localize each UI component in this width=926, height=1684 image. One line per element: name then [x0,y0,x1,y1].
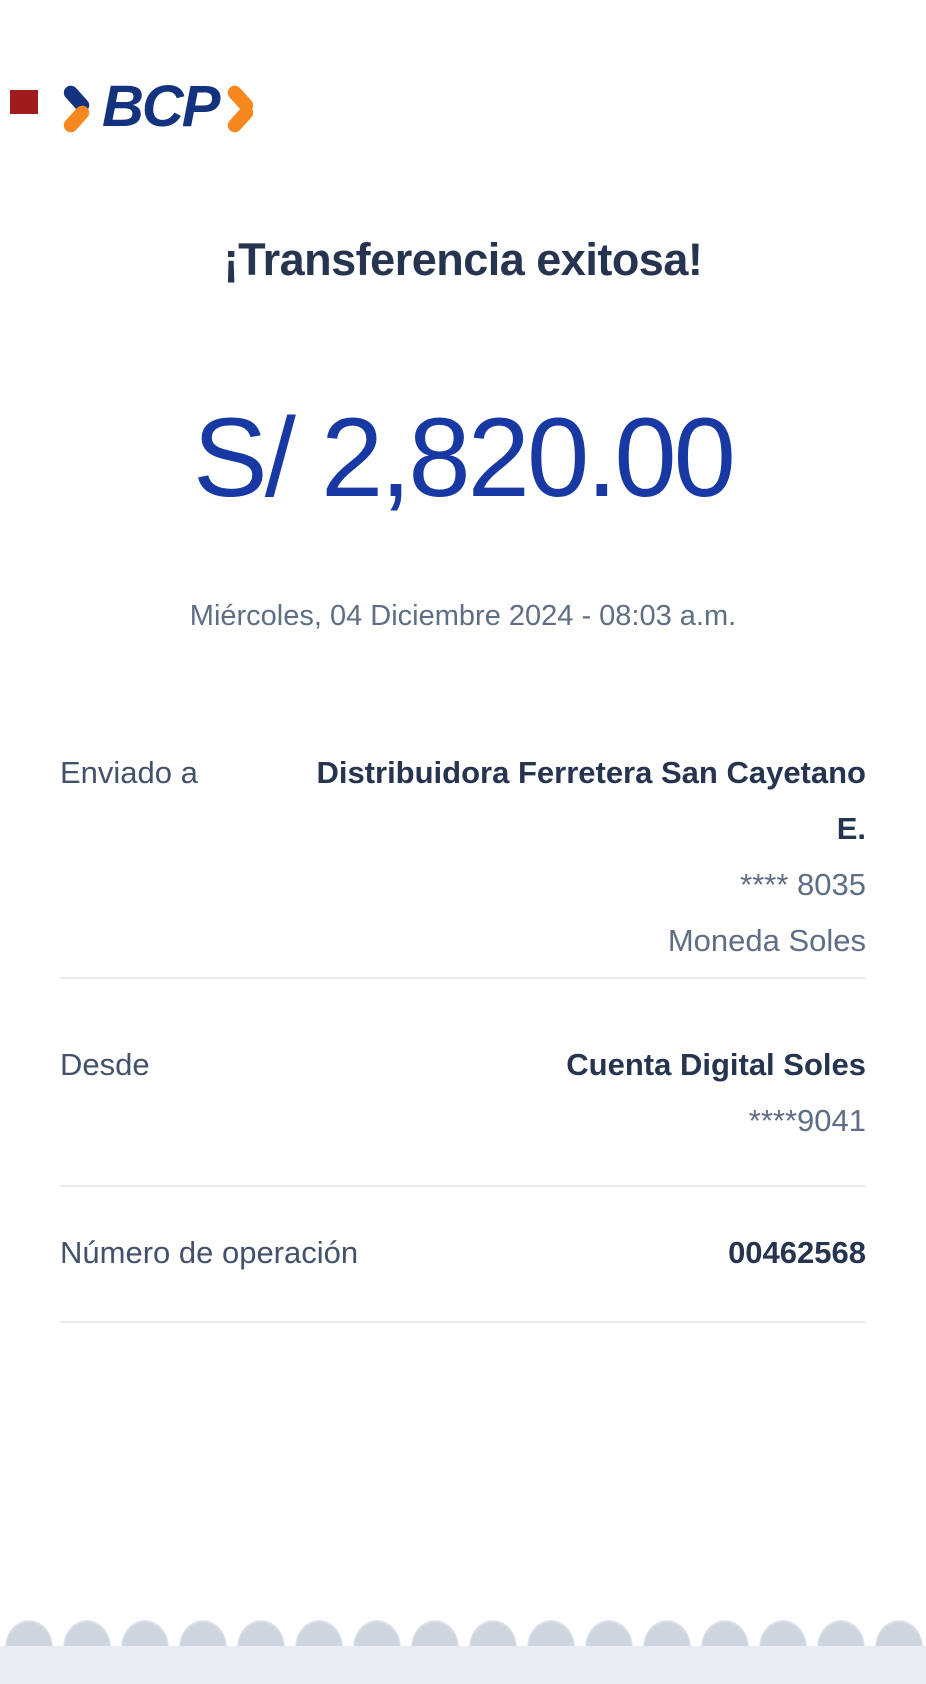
recipient-name-line1: Distribuidora Ferretera San Cayetano [316,755,866,790]
logo-right-chevron-icon [224,82,260,136]
from-account-mask: ****9041 [748,1103,866,1138]
success-title: ¡Transferencia exitosa! [223,234,703,285]
transfer-receipt: BCP ¡Transferencia exitosa! S/ 2,820.00 … [0,74,926,1323]
sent-to-label: Enviado a [60,755,198,790]
from-label: Desde [60,1047,150,1082]
transfer-details: Enviado a Distribuidora Ferretera San Ca… [60,739,866,1323]
operation-label: Número de operación [60,1235,359,1270]
recipient-currency: Moneda Soles [667,923,866,958]
bcp-logo-text: BCP [102,73,220,139]
from-row: Desde Cuenta Digital Soles ****9041 [60,979,866,1185]
divider [60,977,866,979]
operation-number: 00462568 [728,1235,866,1270]
recipient-account-mask: **** 8035 [740,867,866,902]
receipt-scallop-edge [0,1620,926,1647]
divider [60,1185,866,1187]
recipient-name-line2: E. [836,811,866,846]
from-account-name: Cuenta Digital Soles [566,1047,866,1082]
from-value: Cuenta Digital Soles ****9041 [150,1037,866,1149]
operation-value: 00462568 [358,1225,866,1281]
operation-row: Número de operación 00462568 [60,1187,866,1321]
divider [60,1321,866,1323]
transfer-amount: S/ 2,820.00 [193,395,736,520]
sent-to-value: Distribuidora Ferretera San Cayetano E. … [198,745,866,969]
transfer-datetime: Miércoles, 04 Diciembre 2024 - 08:03 a.m… [189,600,737,632]
status-marker [10,90,38,114]
logo-left-chevron-icon [60,82,96,136]
footer-background [0,1646,926,1684]
bcp-logo: BCP [60,74,866,139]
sent-to-row: Enviado a Distribuidora Ferretera San Ca… [60,739,866,977]
